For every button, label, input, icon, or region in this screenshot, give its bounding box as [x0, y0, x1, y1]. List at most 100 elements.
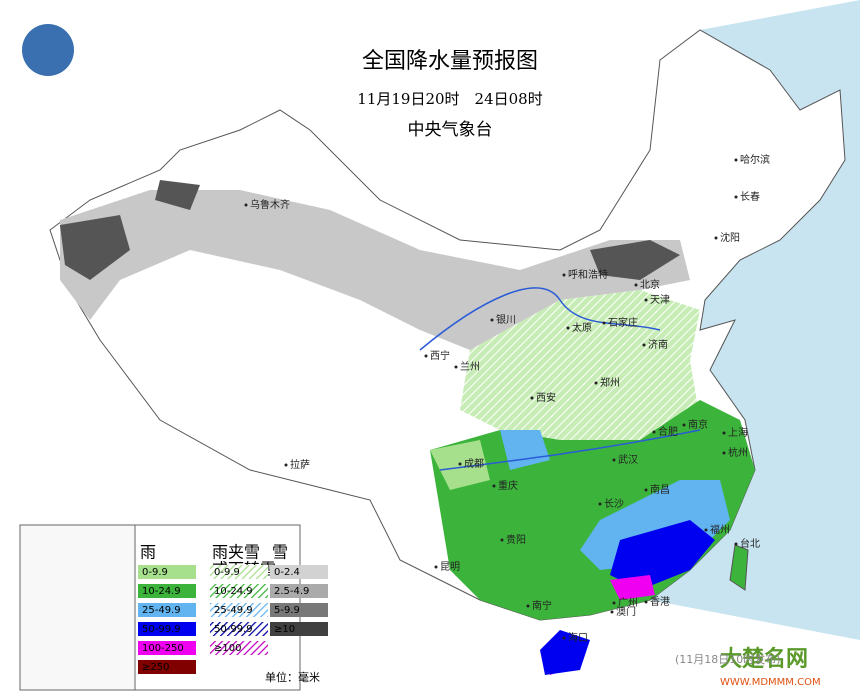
- legend-heading: 雪: [272, 543, 288, 562]
- legend-label: ≥250: [142, 662, 169, 673]
- city-dot: [704, 528, 708, 532]
- legend-unit: 单位：毫米: [265, 670, 320, 684]
- legend-label: 25-49.9: [142, 605, 181, 616]
- city-label: 北京: [640, 278, 660, 291]
- legend-swatch: [138, 603, 196, 617]
- legend-swatch: [210, 641, 268, 655]
- city-label: 台北: [740, 537, 760, 550]
- city-dot: [284, 463, 288, 467]
- legend-swatch: [270, 622, 328, 636]
- legend-swatch: [210, 565, 268, 579]
- legend-label: 2.5-4.9: [274, 586, 309, 597]
- city-label: 澳门: [616, 605, 636, 618]
- city-label: 西宁: [430, 349, 450, 362]
- legend-label: 0-2.4: [274, 567, 300, 578]
- heavy-rain: [610, 520, 715, 590]
- watermark-url: WWW.MDMMM.COM: [720, 677, 821, 688]
- legend-swatch: [138, 641, 196, 655]
- period: 11月19日20时 24日08时: [357, 90, 542, 108]
- legend-label: 50-99.9: [214, 624, 253, 635]
- release-note: (11月18日10时发布): [675, 652, 781, 666]
- city-label: 呼和浩特: [568, 269, 608, 281]
- city-dot: [500, 538, 504, 542]
- city-dot: [454, 365, 458, 369]
- city-label: 南昌: [650, 483, 670, 496]
- legend-swatch: [210, 584, 268, 598]
- city-label: 上海: [728, 426, 748, 439]
- city-label: 天津: [650, 294, 670, 306]
- sea: [650, 0, 860, 640]
- watermark-name: 大楚名网: [720, 646, 808, 672]
- city-label: 合肥: [658, 425, 678, 438]
- city-label: 昆明: [440, 561, 460, 573]
- city-label: 武汉: [618, 453, 638, 466]
- city-label: 南京: [688, 418, 708, 431]
- city-dot: [644, 600, 648, 604]
- legend-swatch: [270, 603, 328, 617]
- legend-swatch: [138, 565, 196, 579]
- city-label: 银川: [496, 313, 516, 326]
- city-dot: [424, 354, 428, 358]
- city-label: 兰州: [460, 360, 480, 373]
- legend-swatch: [138, 584, 196, 598]
- logo: [22, 24, 74, 76]
- city-label: 郑州: [600, 376, 620, 389]
- city-dot: [612, 601, 616, 605]
- city-dot: [644, 298, 648, 302]
- city-dot: [714, 236, 718, 240]
- legend-label: 10-24.9: [214, 586, 253, 597]
- city-dot: [562, 636, 566, 640]
- city-dot: [566, 326, 570, 330]
- city-dot: [492, 484, 496, 488]
- hainan: [540, 630, 590, 675]
- city-dot: [562, 273, 566, 277]
- city-dot: [734, 158, 738, 162]
- city-label: 广州: [618, 597, 638, 609]
- city-dot: [434, 565, 438, 569]
- legend-label: ≥10: [274, 624, 295, 635]
- legend-label: 0-9.9: [142, 567, 168, 578]
- city-dot: [490, 318, 494, 322]
- city-dot: [734, 195, 738, 199]
- city-dot: [244, 203, 248, 207]
- city-dot: [644, 488, 648, 492]
- city-label: 南宁: [532, 599, 552, 612]
- city-label: 哈尔滨: [740, 153, 770, 166]
- city-label: 长春: [740, 191, 760, 203]
- city-label: 西安: [536, 391, 556, 404]
- inset-box: [19, 524, 136, 691]
- legend-swatch: [210, 622, 268, 636]
- city-label: 贵阳: [506, 533, 526, 546]
- city-dot: [642, 343, 646, 347]
- city-dot: [526, 604, 530, 608]
- sleet-area: [460, 290, 700, 440]
- city-label: 拉萨: [290, 458, 310, 471]
- taiwan: [729, 544, 749, 591]
- city-label: 成都: [464, 458, 484, 470]
- city-dot: [610, 610, 614, 614]
- city-label: 香港: [650, 596, 670, 608]
- legend-label: 100-250: [142, 643, 184, 654]
- city-label: 济南: [648, 338, 668, 351]
- legend-swatch: [138, 660, 196, 674]
- city-dot: [594, 381, 598, 385]
- snow-area: [60, 190, 690, 350]
- legend-swatch: [270, 565, 328, 579]
- city-dot: [634, 283, 638, 287]
- heavy-snow: [60, 180, 680, 280]
- legend-label: ≥100: [214, 643, 241, 654]
- legend-heading: 雨: [140, 543, 156, 562]
- city-label: 杭州: [728, 446, 748, 459]
- city-dot: [602, 321, 606, 325]
- title: 全国降水量预报图: [362, 49, 538, 74]
- legend-swatch: [138, 622, 196, 636]
- city-dot: [722, 431, 726, 435]
- city-dot: [598, 502, 602, 506]
- legend-label: 0-9.9: [214, 567, 240, 578]
- city-dot: [682, 423, 686, 427]
- legend-heading: 雨夹雪: [212, 543, 260, 562]
- rivers: [419, 287, 701, 471]
- legend-swatch: [270, 584, 328, 598]
